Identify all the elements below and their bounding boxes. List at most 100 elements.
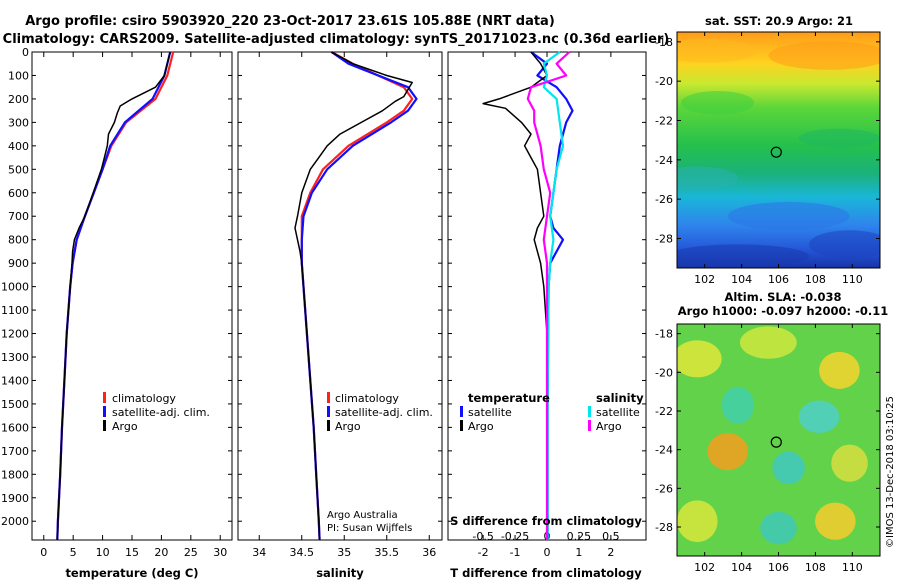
legend-title-salinity: salinity bbox=[596, 391, 644, 405]
depth-tick-label: 1000 bbox=[1, 281, 29, 294]
lat-tick-label: -28 bbox=[655, 521, 673, 534]
sst-texture-patch bbox=[681, 91, 755, 115]
sla-texture-patch bbox=[721, 386, 755, 424]
depth-tick-label: 900 bbox=[8, 257, 29, 270]
lat-tick-label: -26 bbox=[655, 193, 673, 206]
legend-label-argo: Argo bbox=[335, 420, 361, 433]
depth-tick-label: 100 bbox=[8, 69, 29, 82]
depth-tick-label: 1500 bbox=[1, 398, 29, 411]
depth-tick-label: 1800 bbox=[1, 468, 29, 481]
argo-position-marker bbox=[770, 146, 782, 158]
series-line-climatology bbox=[56, 51, 175, 541]
depth-tick-label: 1700 bbox=[1, 445, 29, 458]
lon-tick-label: 106 bbox=[768, 273, 789, 286]
t-difference-x-axis: -2 -1 0 1 2 bbox=[478, 52, 614, 559]
series-line-temperature-argo bbox=[482, 51, 548, 540]
lon-tick-label: 104 bbox=[731, 561, 752, 574]
legend-swatch-temperature-argo bbox=[460, 420, 463, 431]
sla-texture-patch bbox=[707, 433, 749, 471]
series-line-satellite-adj-clim- bbox=[300, 51, 418, 541]
difference-panel: -2 -1 0 1 2 -0.5 -0.25 0 0.25 0.5 T difference f… bbox=[447, 51, 647, 580]
sst-texture bbox=[677, 39, 880, 268]
legend-swatch-argo bbox=[327, 420, 330, 431]
x-tick-label: 20 bbox=[154, 546, 168, 559]
lon-tick-label: 110 bbox=[842, 273, 863, 286]
lon-tick-label: 106 bbox=[768, 561, 789, 574]
lat-tick-label: -24 bbox=[655, 444, 673, 457]
temperature-x-axis: 0 5 10 15 20 25 30 bbox=[40, 52, 227, 559]
difference-legend: temperature satellite Argo salinity sate… bbox=[460, 391, 644, 433]
temperature-panel: 0100200300400500600700800900100011001200… bbox=[1, 46, 233, 580]
legend-swatch-climatology bbox=[103, 392, 106, 403]
legend-label-climatology: climatology bbox=[335, 392, 399, 405]
legend-swatch-argo bbox=[103, 420, 106, 431]
sst-texture-patch bbox=[798, 128, 880, 148]
lat-tick-label: -18 bbox=[655, 36, 673, 49]
sla-texture-patch bbox=[831, 444, 868, 482]
lon-tick-label: 110 bbox=[842, 561, 863, 574]
series-line-argo bbox=[294, 51, 413, 541]
figure-title-line2: Climatology: CARS2009. Satellite-adjuste… bbox=[3, 32, 670, 47]
sla-map-panel: Altim. SLA: -0.038 Argo h1000: -0.097 h2… bbox=[655, 290, 888, 574]
figure-title-line1: Argo profile: csiro 5903920_220 23-Oct-2… bbox=[25, 14, 555, 29]
salinity-x-label: salinity bbox=[316, 566, 364, 580]
sla-lat-axis: -18 -20 -22 -24 -26 -28 bbox=[655, 328, 880, 534]
sla-map-title-line1: Altim. SLA: -0.038 bbox=[724, 290, 841, 304]
legend-label-salinity-argo: Argo bbox=[596, 420, 622, 433]
lon-tick-label: 104 bbox=[731, 273, 752, 286]
credit-line1: Argo Australia bbox=[327, 510, 398, 521]
legend-label-satellite: satellite-adj. clim. bbox=[335, 406, 433, 419]
x-tick-label: 0 bbox=[544, 546, 551, 559]
x-tick-label: 35.5 bbox=[375, 546, 400, 559]
x-tick-label: 15 bbox=[125, 546, 139, 559]
sst-texture-patch bbox=[768, 41, 880, 70]
series-line-temperature-satellite bbox=[530, 51, 574, 540]
legend-swatch-satellite bbox=[103, 406, 106, 417]
temperature-x-label: temperature (deg C) bbox=[65, 566, 198, 580]
legend-swatch-satellite bbox=[327, 406, 330, 417]
x-tick-label: 34.5 bbox=[290, 546, 315, 559]
lat-tick-label: -28 bbox=[655, 233, 673, 246]
sst-texture-patch bbox=[677, 244, 809, 268]
salinity-legend: climatology satellite-adj. clim. Argo bbox=[327, 392, 433, 433]
lon-tick-label: 108 bbox=[805, 561, 826, 574]
sst-texture-patch bbox=[677, 39, 759, 63]
sla-texture-patch bbox=[815, 502, 856, 540]
lat-tick-label: -24 bbox=[655, 154, 673, 167]
temperature-legend: climatology satellite-adj. clim. Argo bbox=[103, 392, 210, 433]
x-tick-label: -2 bbox=[478, 546, 489, 559]
sla-map-title-line2: Argo h1000: -0.097 h2000: -0.11 bbox=[678, 304, 889, 318]
sla-texture bbox=[677, 326, 868, 545]
depth-tick-label: 2000 bbox=[1, 515, 29, 528]
sst-lon-axis: 102 104 106 108 110 bbox=[694, 32, 863, 286]
legend-label-temperature-argo: Argo bbox=[468, 420, 494, 433]
s-difference-tick-label: -0.25 bbox=[501, 530, 529, 543]
difference-series bbox=[482, 51, 574, 540]
legend-label-climatology: climatology bbox=[112, 392, 176, 405]
depth-tick-label: 1100 bbox=[1, 304, 29, 317]
legend-swatch-temperature-satellite bbox=[460, 406, 463, 417]
lat-tick-label: -20 bbox=[655, 366, 673, 379]
depth-tick-label: 500 bbox=[8, 163, 29, 176]
legend-label-salinity-satellite: satellite bbox=[596, 406, 640, 419]
salinity-plot-frame bbox=[237, 51, 443, 541]
lat-tick-label: -26 bbox=[655, 482, 673, 495]
x-tick-label: -1 bbox=[510, 546, 521, 559]
series-line-argo bbox=[56, 51, 171, 541]
legend-title-temperature: temperature bbox=[468, 391, 550, 405]
sst-texture-patch bbox=[727, 201, 850, 231]
depth-tick-label: 0 bbox=[22, 46, 29, 59]
x-tick-label: 35 bbox=[337, 546, 351, 559]
lat-tick-label: -20 bbox=[655, 75, 673, 88]
depth-tick-label: 1900 bbox=[1, 492, 29, 505]
depth-tick-label: 400 bbox=[8, 140, 29, 153]
depth-tick-label: 200 bbox=[8, 93, 29, 106]
legend-label-satellite: satellite-adj. clim. bbox=[112, 406, 210, 419]
sst-map-title: sat. SST: 20.9 Argo: 21 bbox=[705, 14, 853, 28]
x-tick-label: 5 bbox=[70, 546, 77, 559]
x-tick-label: 25 bbox=[184, 546, 198, 559]
salinity-series bbox=[294, 51, 418, 541]
x-tick-label: 30 bbox=[213, 546, 227, 559]
s-difference-x-axis: -0.5 -0.25 0 0.25 0.5 bbox=[472, 530, 619, 543]
